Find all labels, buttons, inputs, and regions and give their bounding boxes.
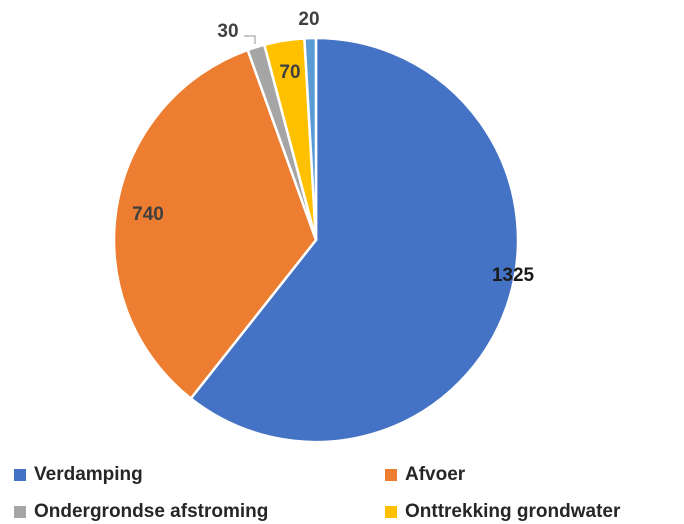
legend-swatch-3 xyxy=(14,506,26,518)
pie-slice-2 xyxy=(112,48,318,400)
legend-label-3: Ondergrondse afstroming xyxy=(34,501,268,522)
legend: Verdamping Afvoer Ondergrondse afstroming O… xyxy=(14,464,621,522)
data-label-2: 740 xyxy=(132,204,164,225)
leader-line xyxy=(244,35,256,44)
data-label-4: 70 xyxy=(279,62,300,83)
legend-swatch-1 xyxy=(14,469,26,481)
legend-swatch-2 xyxy=(385,469,397,481)
legend-label-2: Afvoer xyxy=(405,464,466,485)
data-label-3: 30 xyxy=(217,21,238,42)
data-label-1: 1325 xyxy=(492,265,535,286)
legend-label-1: Verdamping xyxy=(34,464,143,485)
pie-slice-5 xyxy=(303,36,318,242)
pie-slice-1 xyxy=(189,36,520,444)
legend-label-4: Onttrekking grondwater xyxy=(405,501,621,522)
data-labels: 1325 740 30 70 20 xyxy=(132,9,534,286)
data-label-5: 20 xyxy=(298,9,319,30)
legend-swatch-4 xyxy=(385,506,397,518)
pie-slices xyxy=(112,36,520,444)
